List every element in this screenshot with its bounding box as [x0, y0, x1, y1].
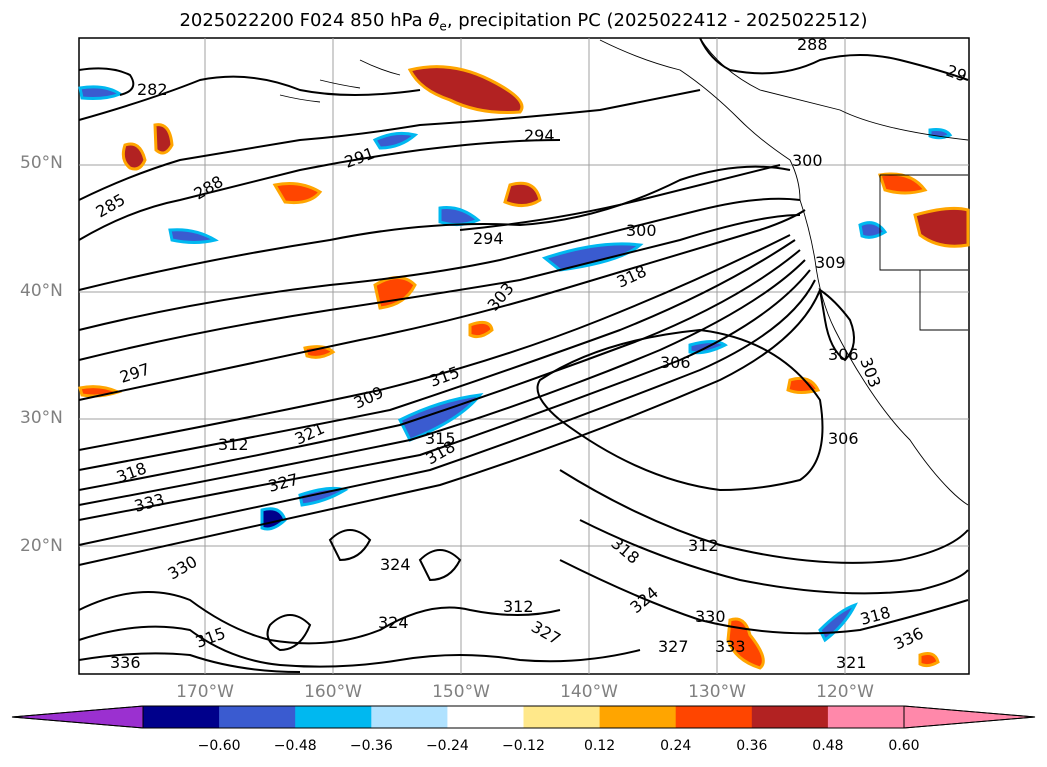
colorbar-tick-label: −0.60	[197, 738, 241, 754]
contour-label: 309	[815, 253, 846, 272]
colorbar-tick-label: 0.12	[584, 738, 616, 754]
contour-label: 333	[715, 637, 746, 656]
colorbar-bin	[675, 706, 753, 728]
colorbar-bin	[523, 706, 601, 728]
lon-label-160w: 160°W	[304, 682, 362, 702]
colorbar-tick-label: 0.36	[736, 738, 768, 754]
colorbar-bin	[371, 706, 448, 728]
precip-negative-patch	[438, 206, 481, 227]
contour-label-group: 282 285 288 291 294 294 297 300 300 303 …	[93, 35, 970, 672]
contour-label: 324	[380, 555, 411, 574]
lat-label-20n: 20°N	[20, 536, 63, 556]
precip-positive-patch	[153, 123, 174, 155]
colorbar-tick-label: −0.48	[273, 738, 317, 754]
contour-label: 282	[137, 80, 168, 99]
colorbar-over-extension	[903, 705, 1036, 729]
precip-positive-patch	[121, 142, 147, 171]
colorbar-tick-label: −0.24	[425, 738, 469, 754]
precip-positive-patch	[913, 206, 970, 248]
contour-label: 300	[626, 221, 657, 240]
contour-label: 306	[660, 353, 691, 372]
lon-label-130w: 130°W	[688, 682, 746, 702]
precip-negative-patch	[397, 393, 484, 442]
precip-positive-patch	[407, 65, 524, 114]
colorbar-bin	[295, 706, 372, 728]
colorbar-tick-label: −0.12	[502, 738, 545, 754]
colorbar-tick-label: 0.60	[888, 738, 920, 754]
precip-positive-patch	[468, 320, 494, 339]
contour-label: 315	[425, 429, 456, 448]
precip-negative-patch	[298, 486, 349, 507]
lon-label-120w: 120°W	[816, 682, 874, 702]
lon-label-170w: 170°W	[176, 682, 234, 702]
precip-positive-patch	[786, 376, 821, 394]
contour-label: 327	[658, 637, 689, 656]
precip-positive-patch	[503, 181, 542, 207]
precip-positive-patch	[878, 172, 928, 195]
contour-label: 312	[688, 536, 719, 555]
colorbar-tick-label: 0.24	[660, 738, 692, 754]
contour-label: 312	[218, 435, 249, 454]
contour-label: 321	[836, 653, 867, 672]
colorbar-bin	[599, 706, 677, 728]
colorbar-bin	[447, 706, 524, 728]
colorbar-outline	[11, 705, 1036, 729]
contour-label: 288	[797, 35, 828, 54]
lon-label-140w: 140°W	[560, 682, 618, 702]
contour-label: 330	[695, 607, 726, 626]
precip-negative-patch	[168, 228, 219, 244]
precip-negative-patch	[818, 602, 858, 643]
precip-negative-patch	[858, 221, 888, 239]
colorbar-under-extension	[11, 705, 144, 729]
lat-label-40n: 40°N	[20, 281, 63, 301]
colorbar-bins	[143, 706, 905, 728]
lat-label-50n: 50°N	[20, 153, 63, 173]
contour-label: 300	[792, 151, 823, 170]
contour-label: 324	[378, 613, 409, 632]
precip-negative-patch	[541, 242, 644, 272]
contour-label: 306	[828, 345, 859, 364]
contour-label: 306	[828, 429, 859, 448]
theta-e-contours	[78, 37, 969, 673]
map-frame	[78, 37, 970, 675]
colorbar-bin	[751, 706, 829, 728]
contour-label: 336	[110, 653, 141, 672]
lat-label-30n: 30°N	[20, 408, 63, 428]
precip-positive-patch	[272, 182, 323, 204]
contour-label: 294	[473, 229, 504, 248]
contour-label: 312	[503, 597, 534, 616]
plot-title: 2025022200 F024 850 hPa θe, precipitatio…	[179, 10, 868, 34]
colorbar-bin	[219, 706, 296, 728]
colorbar-bin	[143, 706, 220, 728]
contour-label: 294	[524, 126, 555, 145]
precip-positive-patch	[726, 617, 765, 670]
precip-positive-patch	[918, 652, 940, 668]
colorbar-tick-label: 0.48	[812, 738, 844, 754]
precip-negative-patch	[372, 131, 419, 150]
colorbar-bin	[827, 706, 905, 728]
colorbar-tick-label: −0.36	[349, 738, 393, 754]
lon-label-150w: 150°W	[432, 682, 490, 702]
